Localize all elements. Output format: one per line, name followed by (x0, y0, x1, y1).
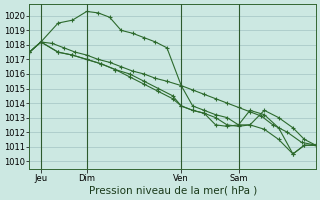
X-axis label: Pression niveau de la mer( hPa ): Pression niveau de la mer( hPa ) (89, 186, 257, 196)
